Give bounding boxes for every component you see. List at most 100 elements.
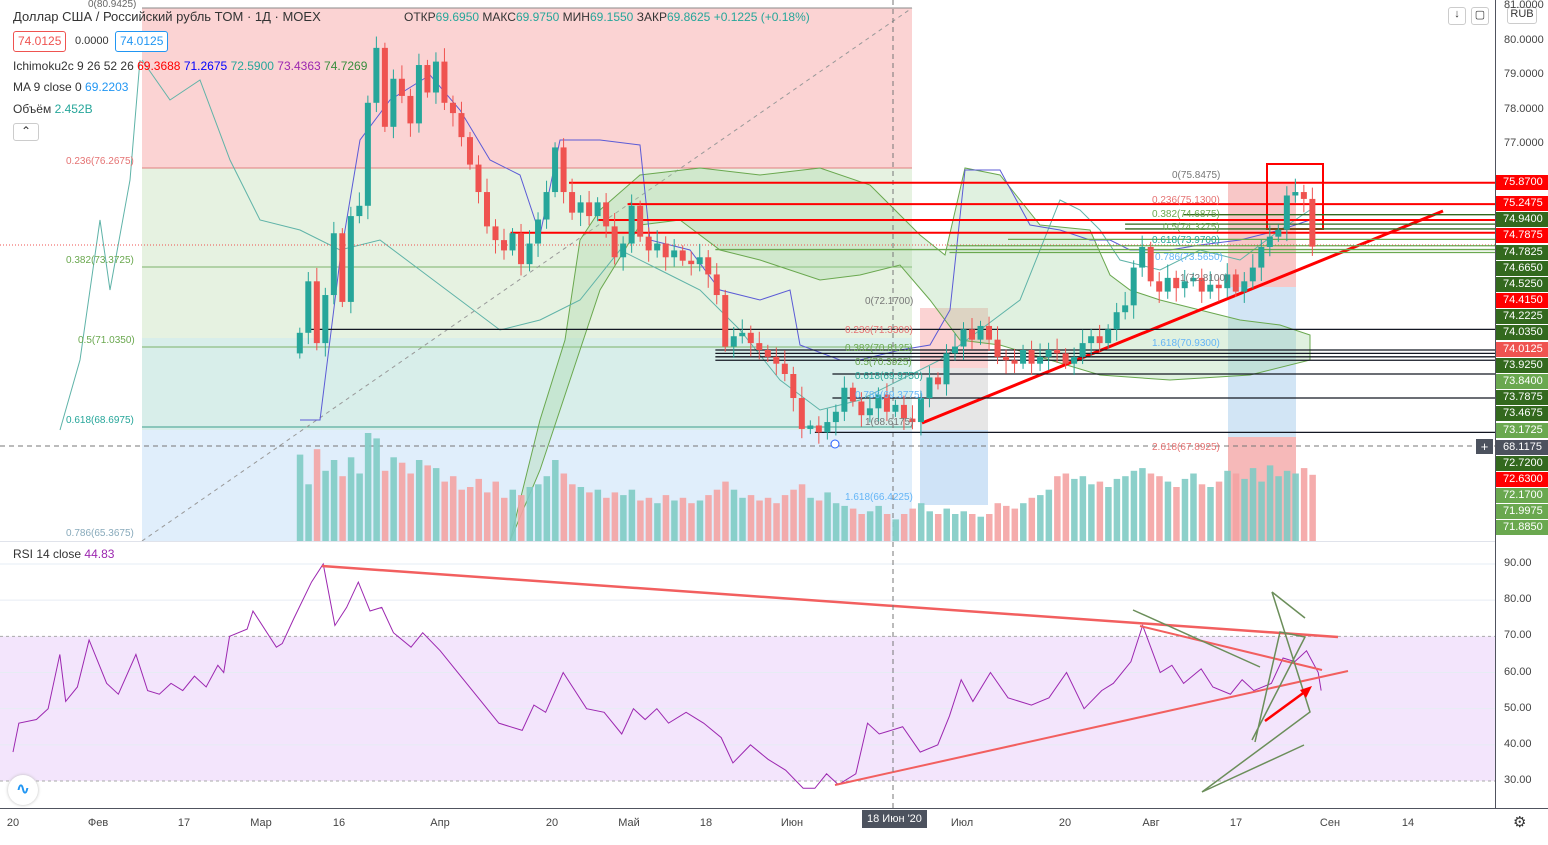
candle[interactable] xyxy=(1249,267,1256,282)
candle[interactable] xyxy=(781,363,788,375)
candle[interactable] xyxy=(739,332,746,337)
candle[interactable] xyxy=(458,113,465,138)
candle[interactable] xyxy=(798,398,805,429)
rsi-pattern-line[interactable] xyxy=(1201,591,1311,793)
price-chart-pane[interactable]: Доллар США / Российский рубль TOM · 1Д ·… xyxy=(0,0,1495,541)
candle[interactable] xyxy=(1232,274,1239,292)
candle[interactable] xyxy=(1088,336,1095,344)
rsi-pattern-line[interactable] xyxy=(1132,609,1261,668)
candle[interactable] xyxy=(849,387,856,402)
fullscreen-button[interactable]: ▢ xyxy=(1471,7,1489,25)
sell-price-button[interactable]: 74.0125 xyxy=(13,31,67,52)
candle[interactable] xyxy=(1071,356,1078,364)
candle[interactable] xyxy=(1258,246,1265,268)
rsi-canvas[interactable] xyxy=(0,542,1495,808)
candle[interactable] xyxy=(875,394,882,409)
candle[interactable] xyxy=(509,233,516,251)
rsi-pane[interactable]: RSI 14 close 44.83 ∿ xyxy=(0,542,1495,808)
candle[interactable] xyxy=(654,243,661,251)
candle[interactable] xyxy=(637,205,644,237)
candle[interactable] xyxy=(1054,349,1061,354)
candle[interactable] xyxy=(466,137,473,165)
candle[interactable] xyxy=(671,250,678,258)
rsi-resistance-trendline[interactable] xyxy=(321,564,1339,639)
candle[interactable] xyxy=(790,374,797,399)
candle[interactable] xyxy=(858,401,865,416)
candle[interactable] xyxy=(475,164,482,193)
currency-button[interactable]: RUB xyxy=(1507,7,1537,24)
candle[interactable] xyxy=(552,147,559,193)
candle[interactable] xyxy=(951,346,958,354)
candle[interactable] xyxy=(1062,353,1069,364)
candle[interactable] xyxy=(832,411,839,423)
rsi-arrow[interactable] xyxy=(1264,689,1307,723)
candle[interactable] xyxy=(1139,246,1146,268)
candle[interactable] xyxy=(577,202,584,213)
candle[interactable] xyxy=(390,78,397,127)
candle[interactable] xyxy=(994,339,1001,357)
candle[interactable] xyxy=(705,257,712,275)
candle[interactable] xyxy=(373,47,380,103)
candle[interactable] xyxy=(441,61,448,103)
candle[interactable] xyxy=(730,336,737,347)
candle[interactable] xyxy=(526,243,533,265)
candle[interactable] xyxy=(1309,198,1316,247)
candle[interactable] xyxy=(815,425,822,433)
candle[interactable] xyxy=(883,394,890,412)
candle[interactable] xyxy=(934,377,941,385)
candle[interactable] xyxy=(381,47,388,127)
rsi-legend[interactable]: RSI 14 close 44.83 xyxy=(13,547,114,561)
buy-price-button[interactable]: 74.0125 xyxy=(115,31,169,52)
candle[interactable] xyxy=(347,216,354,302)
candle[interactable] xyxy=(1020,349,1027,364)
candle[interactable] xyxy=(339,233,346,302)
candle[interactable] xyxy=(1283,195,1290,230)
candle[interactable] xyxy=(1113,312,1120,330)
candle[interactable] xyxy=(977,325,984,340)
candle[interactable] xyxy=(1300,192,1307,199)
ma-legend[interactable]: MA 9 close 0 69.2203 xyxy=(13,80,128,94)
candle[interactable] xyxy=(1164,277,1171,292)
candle[interactable] xyxy=(1079,343,1086,357)
candle[interactable] xyxy=(1037,356,1044,364)
price-chart-canvas[interactable] xyxy=(0,0,1495,541)
candle[interactable] xyxy=(449,102,456,114)
candle[interactable] xyxy=(543,192,550,220)
candle[interactable] xyxy=(1028,349,1035,364)
candle[interactable] xyxy=(645,236,652,251)
candle[interactable] xyxy=(773,356,780,364)
candle[interactable] xyxy=(722,295,729,347)
candle[interactable] xyxy=(1105,329,1112,344)
candle[interactable] xyxy=(296,332,303,354)
candle[interactable] xyxy=(398,78,405,96)
gear-icon[interactable]: ⚙ xyxy=(1513,814,1527,831)
drawing-anchor[interactable] xyxy=(830,439,840,449)
candle[interactable] xyxy=(764,349,771,357)
candle[interactable] xyxy=(407,95,414,124)
candle[interactable] xyxy=(1224,274,1231,289)
candle[interactable] xyxy=(917,398,924,423)
candle[interactable] xyxy=(586,202,593,217)
candle[interactable] xyxy=(807,425,814,429)
candle[interactable] xyxy=(1266,236,1273,247)
candle[interactable] xyxy=(1130,267,1137,306)
candle[interactable] xyxy=(866,408,873,416)
candle[interactable] xyxy=(1011,360,1018,364)
candle[interactable] xyxy=(424,65,431,93)
candle[interactable] xyxy=(305,281,312,333)
rsi-support-trendline[interactable] xyxy=(834,670,1349,786)
candle[interactable] xyxy=(364,102,371,206)
candle[interactable] xyxy=(432,61,439,93)
candle[interactable] xyxy=(824,422,831,433)
add-crosshair-icon[interactable]: + xyxy=(1476,439,1493,454)
candle[interactable] xyxy=(756,343,763,350)
candle[interactable] xyxy=(986,325,993,340)
rsi-pattern-line[interactable] xyxy=(1251,631,1307,743)
candle[interactable] xyxy=(1147,246,1154,282)
candle[interactable] xyxy=(603,202,610,227)
candle[interactable] xyxy=(483,192,490,227)
ichimoku-legend[interactable]: Ichimoku2c 9 26 52 26 69.3688 71.2675 72… xyxy=(13,59,367,73)
candle[interactable] xyxy=(892,404,899,412)
candle[interactable] xyxy=(1198,277,1205,292)
candle[interactable] xyxy=(1207,284,1214,292)
